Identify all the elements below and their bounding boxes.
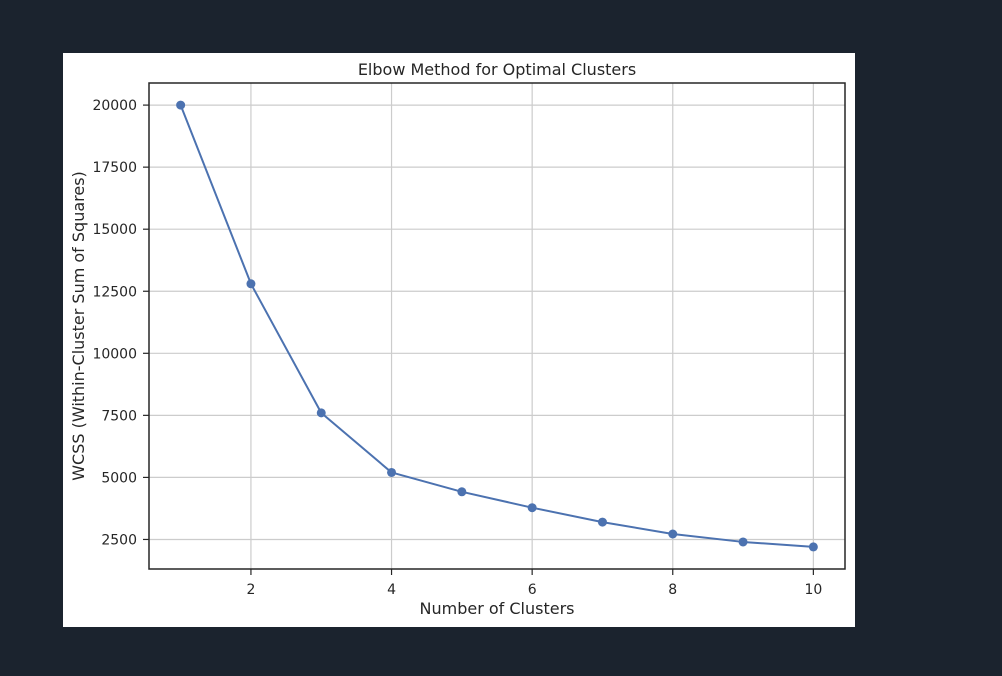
y-tick-label: 17500 — [92, 160, 137, 176]
x-tick-label: 2 — [246, 582, 255, 598]
y-tick-label: 20000 — [92, 98, 137, 114]
x-axis-title: Number of Clusters — [420, 599, 575, 618]
grid-layer — [149, 83, 845, 569]
data-point-marker — [527, 503, 537, 513]
x-tick-label: 10 — [804, 582, 822, 598]
figure-background — [63, 53, 855, 627]
chart-title: Elbow Method for Optimal Clusters — [358, 60, 636, 79]
data-point-marker — [176, 100, 186, 110]
data-point-marker — [597, 517, 607, 527]
data-point-marker — [738, 537, 748, 547]
series-layer — [176, 100, 818, 552]
y-tick-label: 7500 — [101, 408, 137, 424]
x-tick-label: 4 — [387, 582, 396, 598]
y-tick-label: 10000 — [92, 346, 137, 362]
data-point-marker — [316, 408, 326, 418]
data-point-marker — [808, 542, 818, 552]
y-axis-title: WCSS (Within-Cluster Sum of Squares) — [69, 171, 88, 481]
data-point-marker — [246, 279, 256, 289]
y-tick-label: 12500 — [92, 284, 137, 300]
x-tick-label: 8 — [668, 582, 677, 598]
data-point-marker — [387, 467, 397, 477]
y-tick-label: 5000 — [101, 470, 137, 486]
x-tick-label: 6 — [528, 582, 537, 598]
plot-frame — [148, 82, 846, 570]
series-line — [179, 104, 814, 548]
data-point-marker — [457, 487, 467, 497]
tick-layer: 2 4 6 8 10 2500 5000 7500 10000 12500 15000 17500 20… — [92, 98, 822, 598]
data-point-marker — [668, 529, 678, 539]
y-tick-label: 2500 — [101, 532, 137, 548]
y-tick-label: 15000 — [92, 222, 137, 238]
